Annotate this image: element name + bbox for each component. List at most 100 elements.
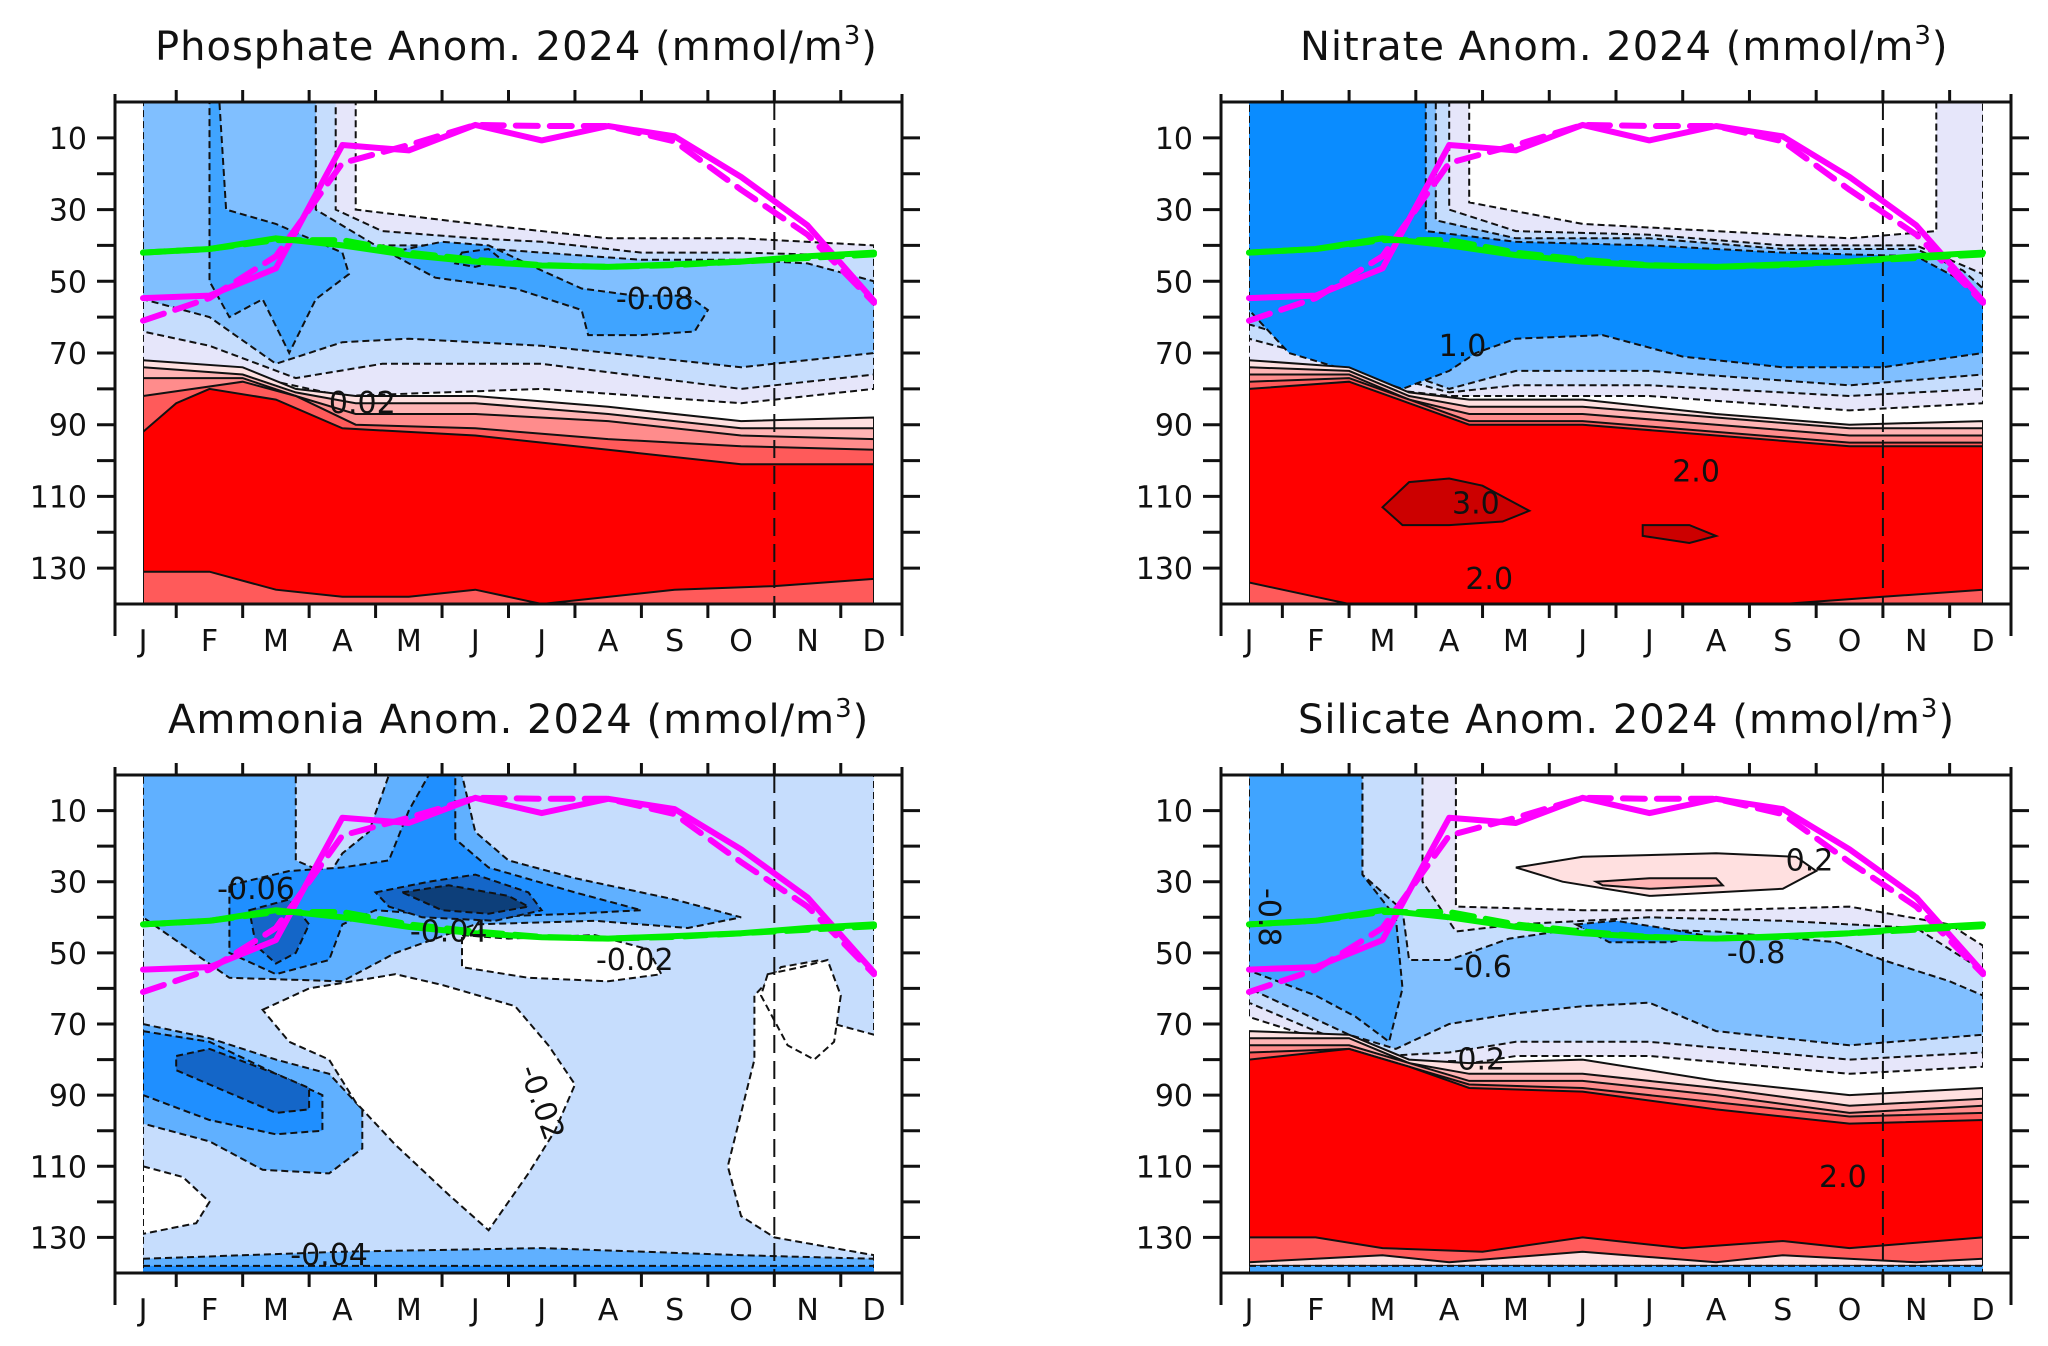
contour-band--0p08 [175, 1047, 311, 1114]
title-main: Silicate Anom. 2024 (mmol/m [1298, 697, 1921, 743]
title-superscript: 3 [1914, 21, 1932, 51]
x-tick-label: J [1643, 624, 1654, 659]
contour-label: -0.08 [616, 282, 694, 317]
contour-band-zero [260, 973, 577, 1232]
y-tick-label: 110 [30, 480, 87, 515]
contour-band-1p8 [1249, 380, 1983, 604]
panel-title: Ammonia Anom. 2024 (mmol/m3) [168, 694, 869, 743]
y-tick-label: 10 [49, 122, 87, 157]
y-tick-label: 70 [1155, 337, 1193, 372]
contour-label: 2.0 [1672, 454, 1720, 489]
x-tick-label: A [598, 1293, 619, 1328]
y-tick-label: 110 [30, 1150, 87, 1185]
series-line-magenta-solid [140, 121, 877, 304]
y-tick-label: 50 [1155, 937, 1193, 972]
contour-band--0p6 [1249, 1264, 1983, 1273]
x-tick-label: J [137, 1293, 148, 1328]
y-tick-label: 10 [49, 795, 87, 830]
series-line-green-dashed [140, 237, 877, 270]
contour-label: 1.0 [1439, 329, 1487, 364]
x-tick-label: A [598, 624, 619, 659]
title-close: ) [1938, 697, 1955, 743]
panel-title: Nitrate Anom. 2024 (mmol/m3) [1300, 21, 1949, 70]
y-tick-label: 30 [1155, 194, 1193, 229]
x-tick-label: A [1706, 1293, 1727, 1328]
x-tick-label: O [1838, 1293, 1862, 1328]
y-tick-label: 130 [30, 552, 87, 587]
contour-label: -0.8 [1727, 936, 1786, 971]
series-line-magenta-dashed [1246, 121, 1986, 324]
contour-label: -0.04 [290, 1238, 368, 1273]
contour-band--0p10 [398, 884, 532, 915]
y-tick-label: 30 [1155, 866, 1193, 901]
x-tick-label: A [1439, 1293, 1460, 1328]
x-tick-label: D [1971, 1293, 1994, 1328]
x-tick-label: J [535, 1293, 546, 1328]
y-tick-label: 130 [1136, 552, 1193, 587]
y-tick-label: 50 [1155, 265, 1193, 300]
ammonia-panel: -0.06-0.04-0.02-0.02-0.04J F M A M J J A S O N D103… [30, 694, 920, 1328]
contour-label: -0.2 [1447, 1043, 1506, 1078]
plot-area [143, 102, 874, 604]
plot-area [1249, 775, 1983, 1273]
x-tick-label: O [1838, 624, 1862, 659]
panel-title: Phosphate Anom. 2024 (mmol/m3) [155, 21, 878, 70]
title-main: Nitrate Anom. 2024 (mmol/m [1300, 24, 1914, 70]
x-tick-label: A [1706, 624, 1727, 659]
x-tick-label: J [535, 624, 546, 659]
title-superscript: 3 [835, 694, 853, 724]
y-tick-label: 70 [49, 1008, 87, 1043]
contour-band-0p4 [1592, 877, 1726, 890]
y-tick-label: 90 [49, 1079, 87, 1114]
contour-band--0p8 [1249, 775, 1404, 1044]
x-tick-label: J [1576, 624, 1587, 659]
silicate-panel: 0.2 -0.8 -0.6 -0.8 -0.2 2.0 J F M A M J J A S O N D 10 30 50… [1136, 694, 2029, 1328]
contour-band--0p08 [208, 102, 351, 356]
x-tick-label: M [396, 1293, 422, 1328]
x-tick-label: N [1905, 1293, 1927, 1328]
x-tick-label: M [1370, 624, 1396, 659]
y-tick-label: 10 [1155, 795, 1193, 830]
contour-label: -0.06 [217, 872, 295, 907]
x-tick-label: S [1773, 1293, 1792, 1328]
x-tick-label: M [1503, 1293, 1529, 1328]
x-tick-label: N [1905, 624, 1927, 659]
x-tick-label: A [332, 1293, 353, 1328]
x-tick-label: N [796, 624, 818, 659]
x-tick-label: O [729, 1293, 753, 1328]
x-tick-label: J [1643, 1293, 1654, 1328]
x-tick-label: M [263, 624, 289, 659]
x-tick-label: J [1576, 1293, 1587, 1328]
contour-label: 2.0 [1465, 562, 1513, 597]
panel-title: Silicate Anom. 2024 (mmol/m3) [1298, 694, 1955, 743]
x-tick-label: O [729, 624, 753, 659]
y-tick-label: 30 [49, 194, 87, 229]
title-superscript: 3 [844, 21, 862, 51]
y-tick-label: 130 [1136, 1221, 1193, 1256]
y-tick-label: 50 [49, 937, 87, 972]
plot-area [143, 775, 874, 1273]
x-tick-label: J [1243, 624, 1254, 659]
y-tick-label: 70 [1155, 1008, 1193, 1043]
contour-band-zero [143, 1165, 211, 1235]
series-line-magenta-dashed [140, 794, 877, 995]
contour-label: -0.6 [1453, 950, 1512, 985]
title-main: Ammonia Anom. 2024 (mmol/m [168, 697, 835, 743]
series-line-magenta-solid [140, 794, 877, 976]
x-tick-label: J [469, 1293, 480, 1328]
contour-band-zero [461, 934, 663, 983]
x-tick-label: M [396, 624, 422, 659]
contour-band-0p2 [1515, 852, 1819, 897]
y-tick-label: 90 [1155, 1079, 1193, 1114]
series-line-magenta-solid [1246, 121, 1986, 304]
contour-band-3p0 [1641, 524, 1720, 545]
title-close: ) [1932, 24, 1949, 70]
x-tick-label: J [1243, 1293, 1254, 1328]
series-line-magenta-dashed [140, 121, 877, 324]
x-tick-label: M [1503, 624, 1529, 659]
x-tick-label: A [1439, 624, 1460, 659]
x-tick-label: S [1773, 624, 1792, 659]
contour-band--0p6 [1249, 775, 1983, 1050]
contour-label: 2.0 [1819, 1160, 1867, 1195]
x-tick-label: F [1307, 624, 1324, 659]
